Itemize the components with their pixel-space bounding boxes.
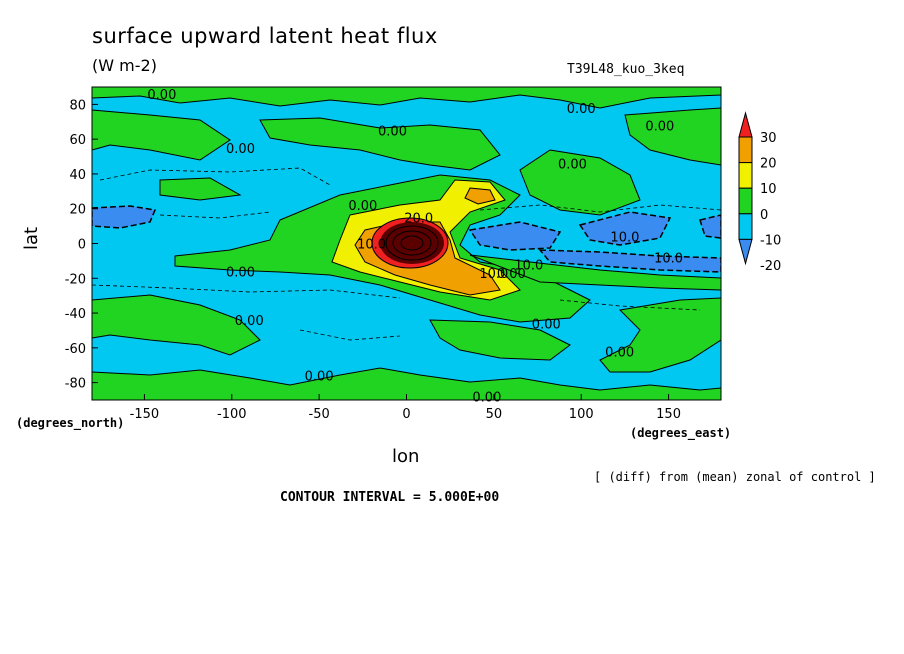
contour-label: 0.00 (472, 391, 501, 406)
contour-label: 10.0 (610, 231, 639, 246)
colorbar-bottom-arrow (738, 238, 753, 266)
contour-label: 0.00 (497, 267, 526, 282)
contour-label: 20.0 (404, 211, 433, 226)
colorbar-label: 20 (760, 157, 777, 172)
fill-green-east-eq (469, 254, 721, 291)
diff-note: [ (diff) from (mean) zonal of control ] (594, 470, 876, 484)
y-tick-label: -40 (65, 307, 86, 322)
contour-label: 0.00 (147, 88, 176, 103)
colorbar-label: 10 (760, 182, 777, 197)
contour-label: 0.00 (226, 265, 255, 280)
fill-green-south-center (429, 319, 571, 361)
contour-label: 0.00 (558, 158, 587, 173)
contour-core-1 (385, 225, 439, 261)
dashed-contour-4 (559, 299, 701, 311)
contour-interval: CONTOUR INTERVAL = 5.000E+00 (280, 490, 500, 505)
contour-label: 0.00 (532, 317, 561, 332)
y-tick-label: 60 (69, 133, 86, 148)
contour-label: 0.00 (348, 199, 377, 214)
chart-units: (W m-2) (92, 56, 157, 75)
colorbar-segment (738, 187, 753, 215)
y-tick-label: -80 (65, 377, 86, 392)
fill-green-north-center (259, 117, 501, 171)
contour-label: 10.0 (357, 238, 386, 253)
fill-dark-core (380, 222, 444, 264)
x-tick-label: 100 (569, 407, 594, 422)
x-tick-label: 50 (486, 407, 503, 422)
contour-core-2 (392, 230, 432, 256)
contour-label: 0.00 (378, 124, 407, 139)
x-tick-label: 0 (402, 407, 410, 422)
colorbar-segment (738, 136, 753, 164)
y-tick-label: 0 (78, 238, 86, 253)
dashed-contour-3 (92, 284, 401, 299)
x-axis-label: lon (392, 446, 420, 467)
x-tick-label: -50 (309, 407, 330, 422)
y-tick-label: 80 (69, 98, 86, 113)
fill-green-nw (92, 109, 231, 161)
colorbar-label: -20 (760, 259, 781, 274)
fill-green-south-band (92, 367, 721, 400)
chart-title: surface upward latent heat flux (92, 24, 438, 48)
dashed-contour-5 (299, 329, 401, 341)
y-ticks: -80 -60 -40 -20 0 20 40 60 80 (65, 98, 98, 392)
y-tick-label: 40 (69, 168, 86, 183)
colorbar-segment (738, 213, 753, 240)
dashed-contour-2 (159, 211, 271, 219)
run-id: T39L48_kuo_3keq (567, 62, 685, 77)
x-axis-units: (degrees_east) (630, 426, 732, 440)
fill-orange-north (464, 187, 496, 205)
fill-green-west-mid (159, 177, 242, 201)
colorbar-segment (738, 162, 753, 189)
contour-core-3 (400, 235, 424, 251)
colorbar-label: 0 (760, 208, 768, 223)
fill-blue-west-eq (92, 205, 157, 229)
fill-blue-east-eq1 (468, 221, 562, 251)
x-tick-label: 150 (656, 407, 681, 422)
colorbar-label: 30 (760, 131, 777, 146)
dashed-contour-1 (99, 167, 331, 186)
fill-blue-east-eq3 (538, 249, 721, 273)
contour-label: 0.00 (567, 102, 596, 117)
contour-label: 0.00 (235, 314, 264, 329)
y-axis-units: (degrees_north) (16, 416, 125, 430)
fill-blue-east-eq2 (578, 211, 672, 246)
dashed-contour-6 (479, 204, 721, 213)
contour-labels: 0.00 0.00 0.00 0.00 0.00 0.00 0.00 20.0 10.0 10.0… (147, 88, 683, 406)
contour-label: 10.0 (654, 251, 683, 266)
fill-green-north-band (92, 87, 721, 109)
colorbar-label: -10 (760, 233, 781, 248)
y-tick-label: -20 (65, 272, 86, 287)
contour-fills (92, 87, 721, 400)
contour-label: 0.00 (305, 370, 334, 385)
fill-green-sw (92, 294, 261, 356)
fill-green-se (599, 297, 721, 373)
contour-label: 0.00 (605, 345, 634, 360)
contour-label: 10.0 (514, 258, 543, 273)
fill-green-east-north (519, 149, 641, 216)
x-tick-label: -100 (217, 407, 247, 422)
y-tick-label: 20 (69, 203, 86, 218)
contour-label: 0.00 (226, 142, 255, 157)
y-tick-label: -60 (65, 342, 86, 357)
fill-blue-east-edge (699, 214, 721, 239)
x-ticks: -150 -100 -50 0 50 100 150 (130, 394, 681, 422)
x-tick-label: -150 (130, 407, 160, 422)
colorbar: 30 20 10 0 -10 -20 (738, 111, 781, 274)
fill-green-ne (624, 107, 721, 166)
colorbar-top-arrow (738, 111, 753, 138)
contour-label: 10.0 (479, 267, 508, 282)
contour-label: 0.00 (645, 119, 674, 134)
